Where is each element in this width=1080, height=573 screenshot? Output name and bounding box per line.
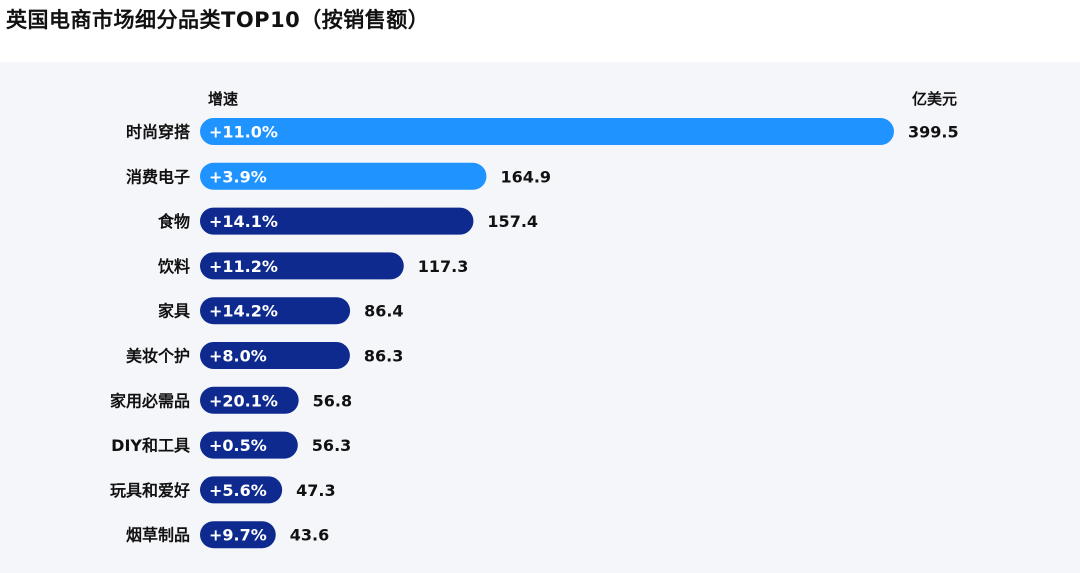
value-label: 56.8 — [313, 391, 352, 410]
growth-label: +11.2% — [209, 257, 278, 276]
bar — [200, 162, 487, 190]
growth-label: +11.0% — [209, 123, 278, 142]
value-label: 43.6 — [290, 526, 329, 545]
category-label: 食物 — [157, 212, 190, 231]
value-label: 157.4 — [487, 212, 538, 231]
growth-label: +8.0% — [209, 347, 267, 366]
bar — [200, 297, 351, 325]
growth-column-header: 增速 — [208, 90, 239, 108]
growth-label: +5.6% — [209, 481, 267, 500]
category-label: 家具 — [158, 302, 190, 321]
value-unit-label: 亿美元 — [912, 90, 958, 108]
category-label: 美妆个护 — [126, 347, 190, 366]
growth-label: +14.2% — [209, 302, 278, 321]
value-label: 164.9 — [500, 167, 551, 186]
bar — [200, 476, 283, 504]
growth-label: +0.5% — [209, 436, 267, 455]
value-label: 399.5 — [908, 123, 959, 142]
bar — [200, 118, 894, 145]
growth-label: +9.7% — [209, 526, 267, 545]
growth-label: +20.1% — [209, 391, 278, 410]
growth-label: +3.9% — [209, 167, 267, 186]
value-label: 86.3 — [364, 347, 403, 366]
value-label: 47.3 — [296, 481, 335, 500]
category-label: 饮料 — [157, 257, 190, 276]
growth-label: +14.1% — [209, 212, 278, 231]
bar — [200, 431, 298, 459]
category-label: 玩具和爱好 — [110, 481, 190, 500]
category-label: 时尚穿搭 — [126, 123, 191, 142]
chart-title: 英国电商市场细分品类TOP10（按销售额） — [6, 8, 430, 32]
category-label: 家用必需品 — [110, 391, 190, 410]
category-label: 消费电子 — [126, 167, 190, 186]
chart-panel — [0, 62, 1080, 573]
bar — [200, 521, 276, 549]
value-label: 86.4 — [364, 302, 403, 321]
category-label: DIY和工具 — [111, 436, 190, 455]
category-label: 烟草制品 — [126, 526, 190, 545]
bar — [200, 252, 404, 280]
bar — [200, 386, 299, 414]
value-label: 117.3 — [418, 257, 469, 276]
value-label: 56.3 — [312, 436, 351, 455]
bar — [200, 342, 350, 369]
bar — [200, 207, 474, 235]
